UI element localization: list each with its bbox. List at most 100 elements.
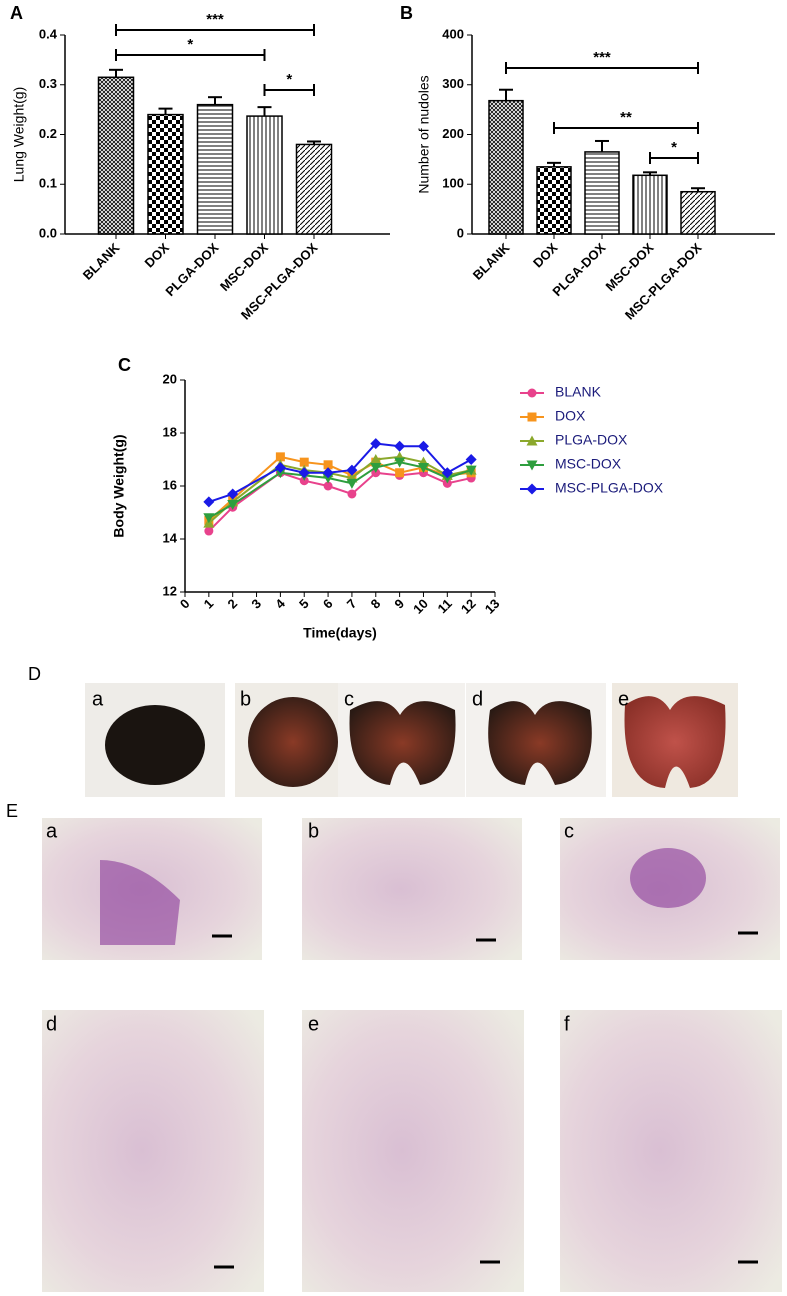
panel-label: A <box>10 3 23 23</box>
x-tick-label: 0 <box>177 596 193 612</box>
marker <box>203 496 215 508</box>
photo-row-d <box>85 683 738 797</box>
lung <box>624 696 726 788</box>
marker <box>203 513 215 524</box>
marker <box>417 440 429 452</box>
photo-grid-e <box>42 818 782 1292</box>
marker <box>441 473 453 484</box>
photo-label: b <box>240 688 251 710</box>
lung <box>105 705 205 785</box>
marker <box>274 461 286 473</box>
tumor <box>100 860 180 945</box>
x-tick-label: 5 <box>296 596 312 612</box>
x-tick-label: DOX <box>530 240 561 271</box>
micrograph <box>302 818 522 960</box>
bar <box>147 113 184 235</box>
marker <box>322 467 334 479</box>
panel-label: D <box>28 664 41 684</box>
photo-label: c <box>344 688 354 710</box>
marker <box>394 457 406 468</box>
photo-label: a <box>46 820 58 842</box>
y-tick-label: 18 <box>163 424 177 439</box>
marker <box>274 468 286 479</box>
legend-label: MSC-PLGA-DOX <box>555 480 664 496</box>
y-tick-label: 0.0 <box>39 225 57 240</box>
photo-label: b <box>308 820 319 842</box>
marker <box>417 462 429 473</box>
photo-label: a <box>92 688 104 710</box>
x-tick-label: 7 <box>344 596 360 612</box>
marker <box>227 500 239 511</box>
photo-label: f <box>564 1013 570 1035</box>
marker <box>275 452 285 462</box>
bar <box>536 166 572 235</box>
marker <box>526 435 538 446</box>
marker <box>323 481 333 491</box>
marker <box>323 460 333 470</box>
x-tick-label: DOX <box>142 240 173 271</box>
y-tick-label: 0.1 <box>39 176 57 191</box>
x-tick-label: PLGA-DOX <box>162 240 221 299</box>
marker <box>395 468 405 478</box>
y-tick-label: 16 <box>163 477 177 492</box>
x-tick-label: 9 <box>391 596 407 612</box>
legend-label: BLANK <box>555 384 602 400</box>
bar <box>584 151 620 235</box>
y-tick-label: 100 <box>442 176 464 191</box>
significance-label: * <box>187 36 193 53</box>
x-tick-label: 8 <box>368 596 384 612</box>
y-axis-label: Lung Weight(g) <box>11 87 27 182</box>
marker <box>346 464 358 476</box>
panel-label: C <box>118 355 131 375</box>
significance-label: ** <box>620 109 632 126</box>
x-tick-label: BLANK <box>80 240 123 283</box>
legend-label: MSC-DOX <box>555 456 622 472</box>
photo-label: e <box>308 1013 319 1035</box>
x-tick-label: 6 <box>320 596 336 612</box>
x-tick-label: 2 <box>225 596 241 612</box>
y-tick-label: 200 <box>442 126 464 141</box>
legend-label: DOX <box>555 408 586 424</box>
marker <box>227 488 239 500</box>
x-tick-label: 13 <box>482 596 503 617</box>
marker <box>526 460 538 471</box>
significance-label: * <box>286 71 292 88</box>
marker <box>370 462 382 473</box>
lung <box>488 701 592 785</box>
marker <box>347 489 357 499</box>
scale-bars <box>212 931 758 1269</box>
y-tick-label: 300 <box>442 76 464 91</box>
marker <box>527 388 537 398</box>
y-tick-label: 12 <box>163 583 177 598</box>
y-tick-label: 20 <box>163 371 177 386</box>
panel-label: B <box>400 3 413 23</box>
y-axis-label: Body Weight(g) <box>111 434 127 537</box>
marker <box>298 467 310 479</box>
photo-label: d <box>46 1013 57 1035</box>
photo-label: e <box>618 688 629 710</box>
micrograph <box>302 1010 524 1292</box>
bar <box>97 76 135 235</box>
bar <box>196 103 234 235</box>
x-tick-label: 10 <box>410 596 431 617</box>
marker <box>370 438 382 450</box>
marker <box>204 526 214 536</box>
marker <box>526 483 538 495</box>
significance-label: * <box>671 139 677 156</box>
marker <box>322 473 334 484</box>
x-tick-label: 4 <box>272 595 288 611</box>
significance-label: *** <box>206 11 224 28</box>
marker <box>299 457 309 467</box>
legend-label: PLGA-DOX <box>555 432 628 448</box>
micrograph <box>42 1010 264 1292</box>
y-tick-label: 14 <box>163 530 178 545</box>
marker <box>527 412 537 422</box>
x-tick-label: 3 <box>248 596 264 612</box>
marker <box>346 478 358 489</box>
significance-label: *** <box>593 49 611 66</box>
panel-label: E <box>6 801 18 821</box>
lung <box>349 701 456 785</box>
bar <box>632 174 668 235</box>
bar <box>246 115 283 235</box>
y-tick-label: 0.3 <box>39 76 57 91</box>
